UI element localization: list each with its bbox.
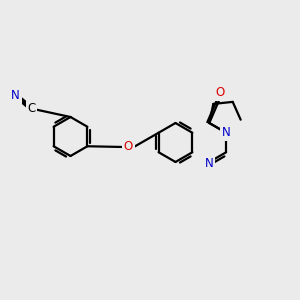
Text: N: N	[222, 126, 230, 139]
Text: N: N	[11, 89, 20, 102]
Text: C: C	[27, 102, 36, 115]
Text: O: O	[124, 140, 133, 154]
Text: O: O	[215, 86, 224, 99]
Text: N: N	[205, 157, 214, 170]
